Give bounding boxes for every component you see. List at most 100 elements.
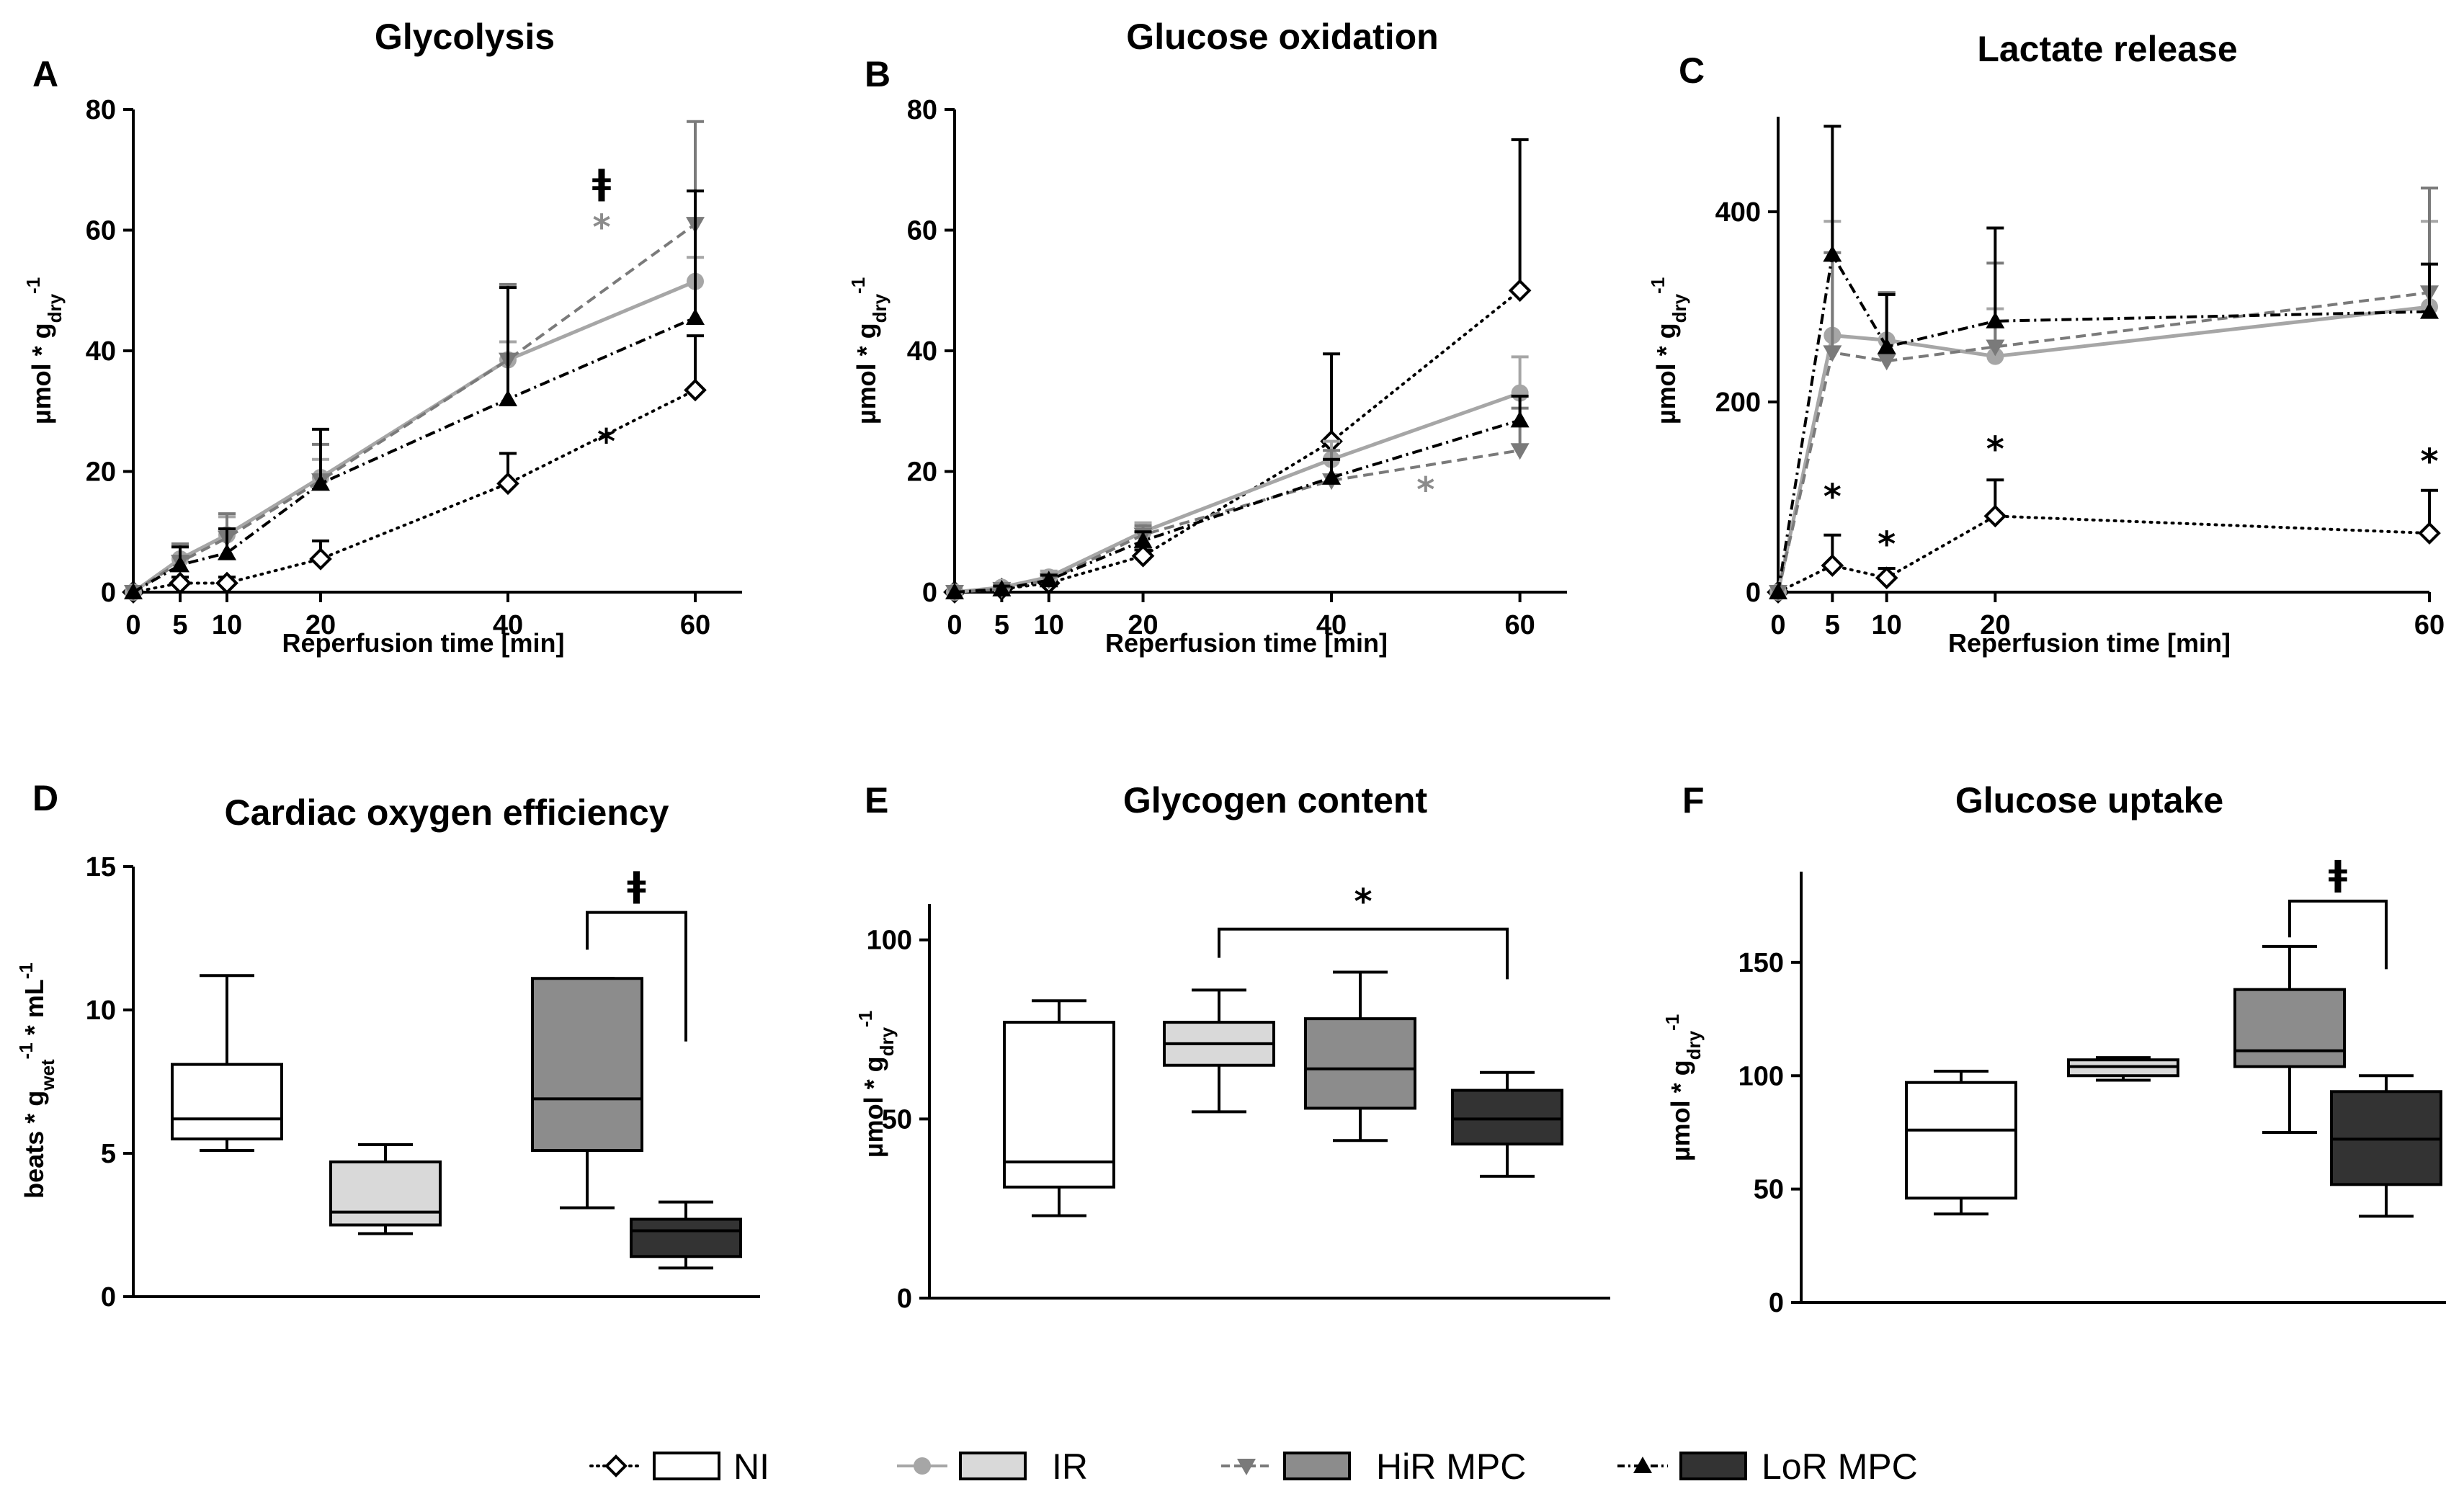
data-point — [1510, 411, 1530, 428]
box-iqr — [2233, 988, 2346, 1068]
data-point — [1877, 337, 1896, 354]
x-tick-label: 0 — [125, 610, 140, 640]
data-point — [1322, 468, 1342, 485]
series-line — [132, 223, 697, 594]
y-tick-label: 20 — [86, 457, 116, 488]
box-ir — [2067, 1056, 2179, 1082]
y-tick-label: 100 — [1738, 1061, 1784, 1091]
data-point — [309, 547, 332, 571]
data-point — [169, 571, 192, 595]
y-axis-title: µmol * gdry-1 — [854, 1011, 898, 1158]
data-point — [992, 579, 1012, 596]
panel-e: E Glycogen content µmol * gdry-1 0 50 100 * — [854, 780, 1610, 1314]
series-line — [954, 449, 1520, 594]
legend-label: IR — [1052, 1446, 1088, 1487]
significance-marker: * — [2420, 442, 2438, 482]
bracket-label: ǂ — [627, 865, 646, 905]
box-lor-mpc — [2330, 1074, 2442, 1218]
box-iqr — [171, 1063, 283, 1141]
box-iqr — [630, 1217, 742, 1258]
x-tick-label: 0 — [947, 610, 962, 640]
y-tick-label: 10 — [86, 996, 116, 1026]
y-tick-label: 0 — [101, 1282, 116, 1313]
chart-title: Lactate release — [1977, 29, 2237, 69]
legend-label: NI — [733, 1446, 769, 1487]
chart-title: Glycogen content — [1123, 780, 1428, 820]
series-line — [132, 280, 696, 594]
y-tick-label: 0 — [1769, 1288, 1784, 1318]
data-point — [1510, 443, 1530, 460]
box-ir — [329, 1143, 442, 1235]
bracket-label: ǂ — [2329, 854, 2347, 894]
significance-bracket: * — [1218, 882, 1509, 980]
legend-item-hir-mpc: HiR MPC — [1221, 1446, 1526, 1487]
y-tick-label: 5 — [101, 1139, 116, 1169]
x-tick-label: 60 — [680, 610, 710, 640]
data-point — [171, 555, 189, 573]
legend-box-swatch — [1679, 1452, 1747, 1480]
significance-marker: * — [1878, 524, 1896, 565]
series-line — [1777, 291, 2430, 593]
y-tick-label: 80 — [907, 95, 937, 125]
bracket-line — [2288, 899, 2388, 970]
y-tick-label: 0 — [897, 1284, 912, 1314]
y-axis-title: µmol * gdry-1 — [22, 277, 66, 424]
box-iqr — [1905, 1081, 2017, 1200]
y-tick-label: 0 — [922, 578, 937, 608]
panel-letter-c: C — [1679, 50, 1705, 91]
x-tick-label: 0 — [1770, 610, 1785, 640]
y-axis-title: beats * gwet-1 * mL-1 — [15, 962, 58, 1199]
panel-letter-f: F — [1682, 780, 1705, 820]
x-tick-label: 60 — [1504, 610, 1535, 640]
box-iqr — [1003, 1021, 1115, 1189]
box-ni — [1905, 1069, 2017, 1216]
data-point — [1821, 554, 1844, 577]
legend-item-ni: NI — [589, 1446, 769, 1487]
y-axis-title: µmol * gdry-1 — [847, 277, 890, 424]
panel-f: F Glucose uptake µmol * gdry-1 0 50 100 150 ǂ — [1661, 780, 2446, 1318]
panel-letter-e: E — [865, 780, 888, 820]
y-tick-label: 0 — [1746, 578, 1761, 608]
legend-box-swatch — [1283, 1452, 1351, 1480]
legend-marker — [914, 1457, 931, 1475]
y-tick-label: 40 — [907, 336, 937, 367]
panel-c: C Lactate release µmol * gdry-1 0 200 400 0 5 10… — [1647, 29, 2445, 658]
data-point — [1877, 354, 1896, 371]
x-tick-label: 20 — [1128, 610, 1158, 640]
data-point — [124, 583, 143, 599]
box-iqr — [1451, 1088, 1563, 1146]
y-tick-label: 200 — [1715, 388, 1761, 418]
series-lor-mpc — [1769, 125, 2439, 599]
data-point — [2418, 522, 2441, 545]
chart-title: Cardiac oxygen efficiency — [225, 792, 669, 833]
significance-bracket: ǂ — [2288, 854, 2388, 970]
legend-marker — [1633, 1457, 1652, 1473]
x-tick-label: 20 — [1980, 610, 2010, 640]
box-hir-mpc — [531, 977, 643, 1209]
series-line — [953, 289, 1522, 594]
data-point — [1875, 566, 1898, 590]
panel-letter-b: B — [865, 54, 890, 94]
x-tick-label: 60 — [2414, 610, 2445, 640]
legend-box-swatch — [653, 1452, 720, 1480]
box-ni — [171, 974, 283, 1153]
significance-marker: ǂ — [592, 162, 611, 202]
box-lor-mpc — [1451, 1070, 1563, 1178]
x-tick-label: 5 — [1825, 610, 1840, 640]
data-point — [499, 390, 517, 406]
data-point — [1986, 311, 2005, 328]
panel-a: A Glycolysis µmol * gdry-1 0 20 40 60 80 0 5 10 20 4… — [22, 17, 742, 658]
significance-marker: * — [1824, 477, 1842, 517]
chart-title: Glucose uptake — [1955, 780, 2223, 820]
box-hir-mpc — [2233, 944, 2346, 1134]
box-ir — [1163, 988, 1275, 1114]
significance-bracket: ǂ — [586, 865, 687, 1042]
data-point — [1131, 544, 1155, 568]
y-tick-label: 50 — [1754, 1175, 1784, 1205]
significance-marker: * — [592, 207, 610, 248]
panel-letter-a: A — [32, 54, 58, 94]
data-point — [496, 472, 519, 496]
significance-marker: * — [1986, 429, 2004, 470]
legend: NI IR HiR MPC LoR MPC — [589, 1446, 1918, 1487]
